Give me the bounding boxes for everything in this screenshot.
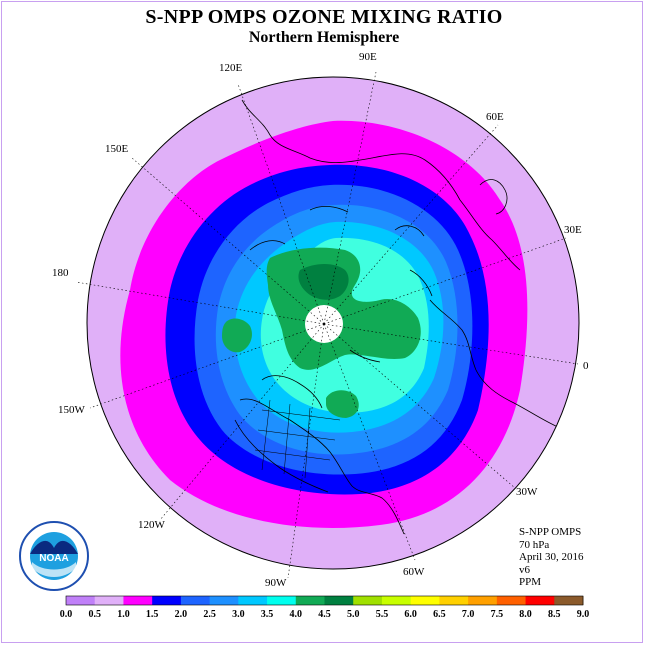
colorbar-swatch: [496, 596, 527, 605]
info-date: April 30, 2016: [519, 551, 584, 563]
colorbar-swatch: [410, 596, 440, 605]
colorbar-tick-label: 3.0: [232, 609, 245, 620]
contour-4.0-west: [222, 318, 252, 353]
noaa-logo: NOAA: [19, 521, 89, 591]
logo-wordmark: NOAA: [39, 553, 68, 564]
contour-4.0-south: [326, 390, 359, 418]
colorbar-swatch: [152, 596, 182, 605]
colorbar-swatch: [267, 596, 297, 605]
info-instrument: S-NPP OMPS: [519, 526, 582, 538]
lon-label-90e: 90E: [359, 51, 377, 63]
colorbar-tick-label: 6.0: [404, 609, 417, 620]
colorbar-swatch: [238, 596, 268, 605]
colorbar-swatch: [209, 596, 239, 605]
colorbar-tick-label: 5.0: [346, 609, 360, 620]
colorbar-tick-label: 3.5: [260, 609, 274, 620]
colorbar-swatch: [468, 596, 498, 605]
ozone-contours: [120, 99, 561, 535]
colorbar-tick-label: 1.5: [145, 609, 159, 620]
info-block: S-NPP OMPS 70 hPa April 30, 2016 v6 PPM: [519, 526, 583, 589]
colorbar-tick-label: 5.5: [375, 609, 389, 620]
colorbar-swatch: [439, 596, 469, 605]
map-title: S-NPP OMPS OZONE MIXING RATIO: [145, 6, 503, 28]
colorbar-swatch: [525, 596, 555, 605]
lon-label-30w: 30W: [516, 486, 538, 498]
lon-label-180: 180: [52, 267, 69, 279]
graticule: [75, 71, 579, 579]
colorbar-tick-label: 2.0: [174, 609, 188, 620]
lon-label-90w: 90W: [265, 577, 287, 589]
colorbar-swatch: [123, 596, 153, 605]
colorbar-tick-label: 2.5: [203, 609, 216, 620]
colorbar-swatch: [554, 596, 584, 605]
colorbar-tick-label: 6.5: [433, 609, 446, 620]
contour-4.5: [298, 264, 349, 300]
info-version: v6: [519, 563, 530, 576]
colorbar-tick-label: 8.5: [548, 609, 561, 620]
info-level: 70 hPa: [519, 538, 550, 551]
lon-label-30e: 30E: [564, 224, 582, 236]
colorbar-swatch: [324, 596, 354, 605]
lon-label-150e: 150E: [105, 143, 129, 155]
lon-label-0: 0: [583, 360, 589, 372]
lon-label-60e: 60E: [486, 111, 504, 123]
colorbar-tick-label: 4.0: [289, 609, 303, 620]
coastlines: [234, 99, 561, 535]
political-borders: [254, 399, 341, 479]
lon-label-60w: 60W: [403, 566, 425, 578]
colorbar-tick-label: 4.5: [318, 609, 331, 620]
info-units: PPM: [519, 576, 542, 588]
map-subtitle: Northern Hemisphere: [248, 29, 400, 46]
colorbar-tick-label: 7.0: [461, 609, 475, 620]
lon-label-120e: 120E: [219, 62, 243, 74]
colorbar-tick-label: 0.5: [88, 609, 101, 620]
colorbar-swatch: [381, 596, 412, 605]
colorbar-outline: [65, 595, 584, 606]
colorbar-swatch: [66, 596, 96, 605]
lon-label-120w: 120W: [138, 519, 165, 531]
colorbar-swatch: [180, 596, 211, 605]
colorbar-swatch: [295, 596, 325, 605]
colorbar-swatch: [94, 596, 124, 605]
colorbar-tick-label: 0.0: [59, 609, 73, 620]
colorbar-tick-label: 1.0: [117, 609, 130, 620]
lon-label-150w: 150W: [58, 404, 85, 416]
colorbar-swatch: [353, 596, 383, 605]
colorbar-tick-label: 7.5: [490, 609, 504, 620]
colorbar-tick-label: 8.0: [519, 609, 532, 620]
colorbar-tick-label: 9.0: [576, 609, 590, 620]
